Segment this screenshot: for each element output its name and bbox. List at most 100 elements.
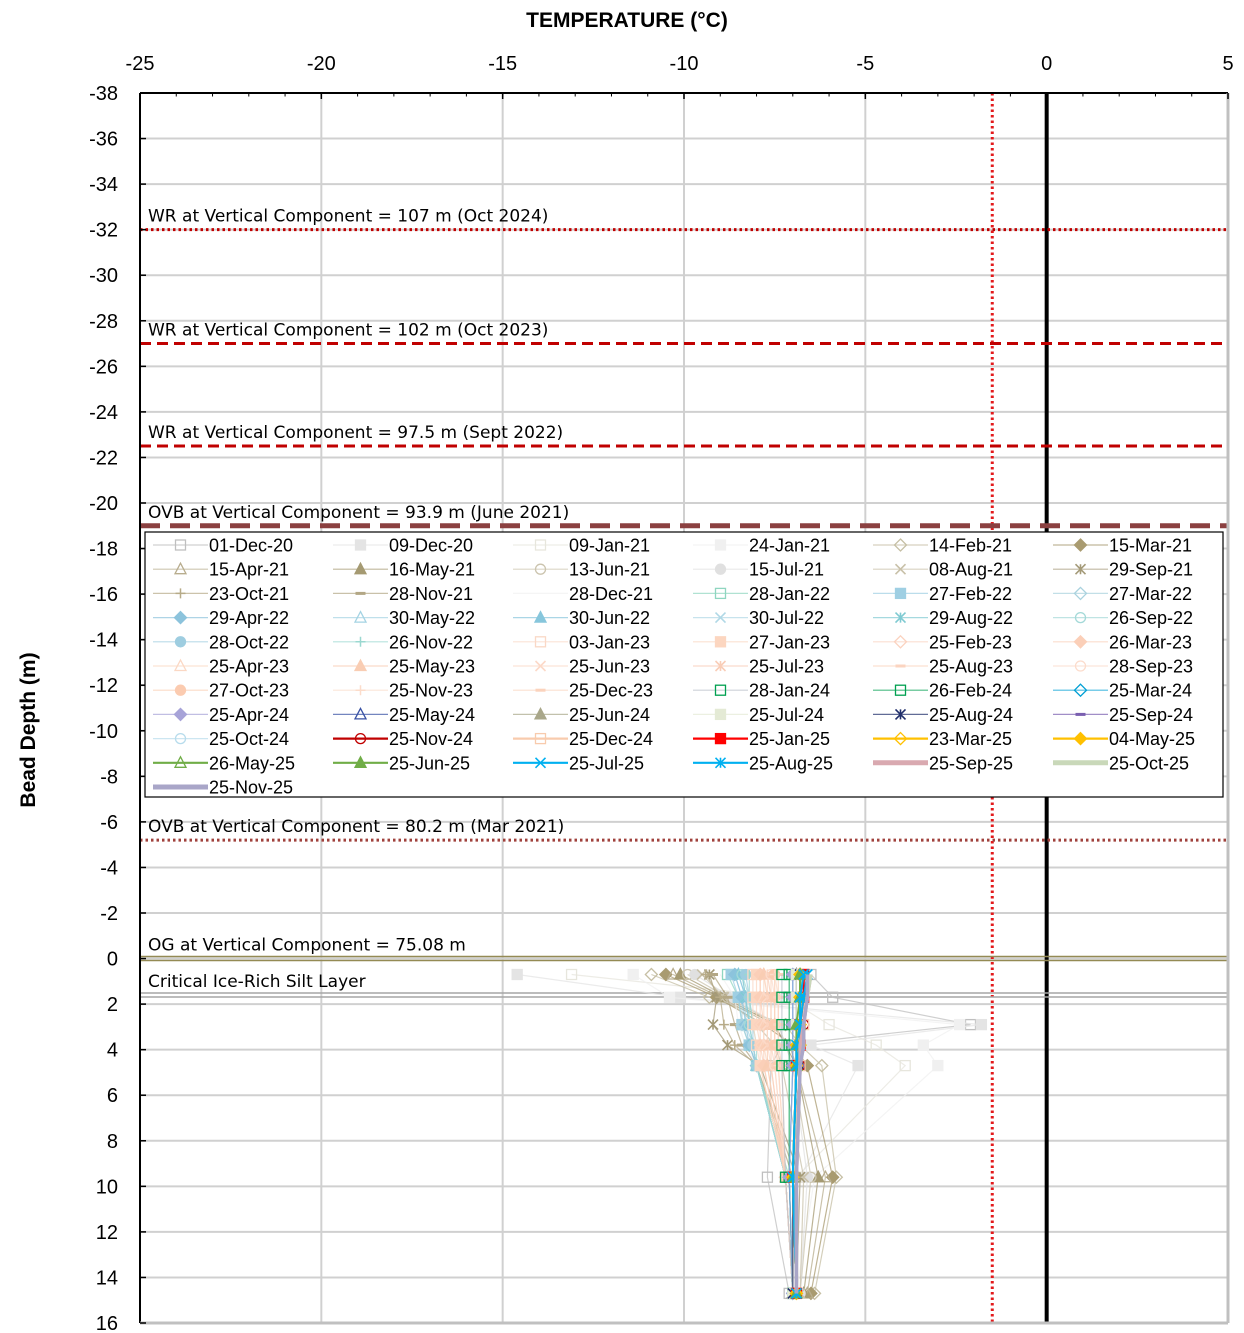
reference-line-label: OVB at Vertical Component = 80.2 m (Mar …	[148, 817, 564, 837]
legend-entry-label: 25-Sep-24	[1109, 705, 1193, 725]
data-point	[729, 1023, 740, 1027]
data-point	[827, 991, 839, 1003]
legend-swatch-marker	[895, 664, 906, 668]
reference-line-label: WR at Vertical Component = 102 m (Oct 20…	[148, 321, 548, 341]
series-group	[511, 967, 988, 1301]
legend-swatch-marker	[173, 658, 188, 672]
legend-entry-label: 25-Jan-25	[749, 729, 830, 749]
y-tick-label: 12	[96, 1222, 118, 1244]
legend-swatch-marker	[714, 587, 727, 600]
data-point	[870, 1039, 882, 1051]
legend-swatch-marker	[535, 688, 546, 692]
legend-entry-label: 25-Jul-24	[749, 705, 824, 725]
legend-swatch-marker	[173, 755, 188, 768]
data-point	[773, 995, 784, 999]
legend-entry-label: 25-Feb-23	[929, 632, 1012, 652]
legend-entry-label: 26-Feb-24	[929, 681, 1012, 701]
y-tick-label: -36	[89, 129, 118, 151]
legend-entry-label: 23-Mar-25	[929, 729, 1012, 749]
legend-swatch-marker	[1074, 660, 1087, 672]
legend-swatch-marker	[534, 732, 547, 745]
legend-entry-label: 25-Jul-23	[749, 657, 824, 677]
legend-entry-label: 08-Aug-21	[929, 560, 1013, 580]
data-point	[644, 967, 659, 982]
legend-entry-label: 25-Aug-23	[929, 657, 1013, 677]
legend-swatch-marker	[893, 731, 908, 746]
legend-entry-label: 25-Mar-24	[1109, 681, 1192, 701]
legend-swatch-marker	[534, 757, 547, 769]
series-line	[794, 974, 810, 1294]
y-tick-label: -14	[89, 630, 118, 652]
data-point	[953, 1018, 966, 1031]
data-point	[805, 1039, 817, 1051]
legend-swatch-marker	[534, 539, 547, 551]
y-tick-label: 2	[107, 994, 118, 1016]
legend-entry-label: 23-Oct-21	[209, 584, 289, 604]
legend-entry-label: 25-Apr-24	[209, 705, 289, 725]
data-point	[707, 1019, 719, 1031]
legend-swatch-marker	[893, 634, 908, 649]
data-point	[663, 991, 676, 1003]
y-tick-label: 6	[107, 1085, 118, 1107]
legend-entry-label: 25-Jun-25	[389, 753, 470, 773]
legend-swatch-marker	[714, 636, 727, 648]
y-tick-label: -32	[89, 220, 118, 242]
legend-swatch-marker	[534, 563, 547, 575]
legend: 01-Dec-20 09-Dec-20 09-Jan-21 24-Jan-21 14-F…	[144, 531, 1224, 798]
data-point	[773, 973, 784, 976]
data-point	[852, 1059, 864, 1072]
y-axis-title: Bead Depth (m)	[17, 652, 40, 807]
y-tick-label: -34	[89, 174, 118, 196]
y-tick-label: -30	[89, 265, 118, 287]
legend-entry-label: 03-Jan-23	[569, 632, 650, 652]
legend-swatch-marker	[174, 684, 187, 696]
y-tick-label: -2	[100, 903, 118, 925]
reference-line-label: OVB at Vertical Component = 93.9 m (June…	[148, 503, 569, 523]
x-tick-label: -5	[856, 53, 874, 75]
data-point	[899, 1059, 911, 1072]
data-point	[773, 1023, 784, 1027]
y-tick-label: 16	[96, 1313, 118, 1333]
legend-entry-label: 26-Mar-23	[1109, 632, 1192, 652]
legend-swatch-marker	[1074, 611, 1087, 624]
x-tick-label: -25	[126, 53, 155, 75]
legend-entry-label: 30-Jun-22	[569, 608, 650, 628]
legend-entry-label: 24-Jan-21	[749, 536, 830, 556]
y-tick-label: -4	[100, 857, 118, 879]
data-point	[814, 1058, 829, 1073]
legend-entry-label: 28-Nov-21	[389, 584, 473, 604]
y-tick-label: -18	[89, 539, 118, 561]
legend-swatch-marker	[1073, 634, 1088, 649]
data-point	[823, 1018, 835, 1031]
y-tick-label: 14	[96, 1267, 118, 1289]
legend-entry-label: 15-Jul-21	[749, 560, 824, 580]
legend-entry-label: 16-May-21	[389, 560, 475, 580]
legend-entry-label: 29-Apr-22	[209, 608, 289, 628]
legend-entry-label: 25-Oct-25	[1109, 753, 1189, 773]
legend-swatch-marker	[353, 658, 368, 672]
legend-swatch-marker	[355, 636, 366, 647]
data-point	[917, 1039, 930, 1051]
legend-entry-label: 09-Jan-21	[569, 536, 650, 556]
x-tick-label: -15	[488, 53, 517, 75]
y-tick-label: 0	[107, 949, 118, 971]
legend-entry-label: 09-Dec-20	[389, 536, 473, 556]
y-tick-label: -6	[100, 812, 118, 834]
data-point	[737, 1043, 748, 1047]
y-tick-label: -20	[89, 493, 118, 515]
legend-entry-label: 28-Dec-21	[569, 584, 653, 604]
legend-swatch-marker	[173, 610, 188, 625]
data-point	[708, 973, 719, 976]
legend-swatch-marker	[353, 755, 368, 768]
legend-swatch-marker	[714, 539, 727, 551]
legend-entry-label: 25-May-23	[389, 657, 475, 677]
legend-swatch-marker	[894, 587, 907, 600]
legend-swatch-marker	[714, 732, 727, 745]
legend-entry-label: 26-May-25	[209, 753, 295, 773]
y-tick-label: 8	[107, 1131, 118, 1153]
x-tick-label: -20	[307, 53, 336, 75]
y-tick-label: -28	[89, 311, 118, 333]
legend-entry-label: 27-Feb-22	[929, 584, 1012, 604]
y-tick-label: 4	[107, 1040, 118, 1062]
legend-entry-label: 28-Oct-22	[209, 632, 289, 652]
